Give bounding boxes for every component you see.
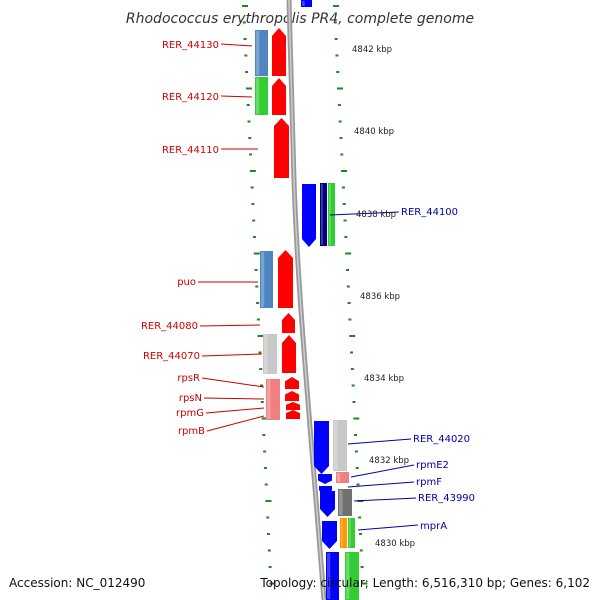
- gene-bottom-blue: [326, 552, 339, 600]
- gene-rer-44080: [282, 313, 295, 333]
- gene-rer-43990: [320, 491, 335, 517]
- cog-block-rps-highlight: [267, 380, 271, 419]
- gene-rpme2: [318, 474, 332, 484]
- genome-backbone: [286, 0, 327, 600]
- connector-rer-44120: [220, 95, 253, 98]
- cog-block-puo: [260, 251, 273, 308]
- gene-rpmg: [286, 402, 300, 410]
- accession-text: Accession: NC_012490: [9, 576, 145, 590]
- cog-block-mpra-green: [348, 518, 355, 548]
- cog-block-rpme2: [336, 472, 349, 483]
- kbp-label: 4840 kbp: [354, 127, 394, 137]
- cog-block-rer-44100-navy-highlight: [321, 184, 323, 245]
- gene-rer-44120: [272, 78, 286, 115]
- cog-block-rer-43990-highlight: [339, 490, 343, 515]
- gene-label-rer-44080[interactable]: RER_44080: [141, 321, 198, 332]
- cog-block-rer-44130-highlight: [256, 31, 260, 75]
- connector-mpra: [357, 524, 419, 531]
- cog-block-mpra-orange: [340, 518, 347, 548]
- gene-label-rer-44070[interactable]: RER_44070: [143, 351, 200, 362]
- gene-features: [255, 0, 359, 600]
- gene-label-rpsr[interactable]: rpsR: [177, 373, 200, 384]
- connector-rpme2: [350, 464, 415, 478]
- gene-label-rpmb[interactable]: rpmB: [178, 426, 205, 437]
- cog-block-rer-44120: [255, 77, 268, 115]
- gene-rpsn: [285, 391, 299, 401]
- cog-block-rer-44100-green-highlight: [329, 184, 331, 245]
- kbp-label: 4842 kbp: [352, 45, 392, 55]
- gene-label-mpra[interactable]: mprA: [420, 521, 447, 532]
- gene-label-rer-44130[interactable]: RER_44130: [162, 40, 219, 51]
- gene-label-rpsn[interactable]: rpsN: [179, 393, 202, 404]
- genome-title: Rhodococcus erythropolis PR4, complete g…: [126, 11, 474, 27]
- right-gene-labels: RER_44100 RER_44020 rpmE2 rpmF RER_43990…: [401, 207, 475, 532]
- connector-rer-43990: [353, 497, 417, 502]
- gene-rer-44130: [272, 28, 286, 76]
- gene-label-rpme2[interactable]: rpmE2: [416, 460, 449, 471]
- cog-block-rer-44100-navy: [320, 183, 327, 246]
- cog-block-rps: [266, 379, 280, 420]
- connector-rer-44130: [220, 43, 253, 47]
- cog-block-rer-44020-highlight: [334, 421, 338, 470]
- gene-labels: [198, 43, 419, 531]
- gene-rer-44070: [282, 335, 296, 373]
- kbp-label: 4834 kbp: [364, 374, 404, 384]
- gene-label-rer-44100[interactable]: RER_44100: [401, 207, 458, 218]
- cog-block-mpra-green-highlight: [349, 519, 351, 547]
- connector-rer-44070: [201, 353, 263, 357]
- gene-rer-44100: [302, 184, 316, 247]
- connector-rpsr: [201, 377, 265, 388]
- connector-rpmb: [206, 415, 265, 432]
- connector-rer-44020: [347, 438, 412, 445]
- connector-rpsn: [203, 397, 265, 400]
- gene-puo: [278, 250, 293, 308]
- connector-rpmg: [205, 407, 265, 414]
- gene-bottom-blue-highlight: [327, 553, 331, 599]
- cog-block-rer-44020: [333, 420, 347, 471]
- connector-rer-44100: [329, 211, 400, 216]
- kbp-label: 4838 kbp: [356, 210, 396, 220]
- kbp-label: 4830 kbp: [375, 539, 415, 549]
- gene-top-blue: [301, 0, 312, 7]
- cog-block-rer-44070: [263, 334, 277, 374]
- gene-label-puo[interactable]: puo: [177, 277, 196, 288]
- kbp-scale: 4842 kbp 4840 kbp 4838 kbp 4836 kbp 4834…: [352, 45, 415, 549]
- cog-block-rer-44130: [255, 30, 268, 76]
- gene-label-rer-43990[interactable]: RER_43990: [418, 493, 475, 504]
- connector-rer-44080: [199, 324, 261, 327]
- gene-label-rer-44020[interactable]: RER_44020: [413, 434, 470, 445]
- gene-rpmb: [286, 410, 300, 419]
- cog-block-puo-highlight: [261, 252, 265, 307]
- gene-mpra: [322, 521, 337, 549]
- cog-block-bottom-green: [345, 552, 359, 600]
- gene-rer-44110: [274, 118, 289, 178]
- gene-rpsr: [285, 377, 299, 389]
- cog-block-rer-44120-highlight: [256, 78, 260, 114]
- cog-block-mpra-orange-highlight: [341, 519, 343, 547]
- gene-label-rer-44120[interactable]: RER_44120: [162, 92, 219, 103]
- gene-top-blue-highlight: [302, 1, 305, 6]
- gene-label-rer-44110[interactable]: RER_44110: [162, 145, 219, 156]
- kbp-label: 4832 kbp: [369, 456, 409, 466]
- cog-block-bottom-green-highlight: [346, 553, 350, 599]
- left-gene-labels: RER_44130 RER_44120 RER_44110 puo RER_44…: [141, 40, 219, 437]
- cog-block-rer-44070-highlight: [264, 335, 268, 373]
- gene-label-rpmg[interactable]: rpmG: [176, 408, 204, 419]
- tick-marks: [242, 5, 368, 585]
- gene-rer-44020: [314, 421, 329, 474]
- kbp-label: 4836 kbp: [360, 292, 400, 302]
- gene-label-rpmf[interactable]: rpmF: [416, 477, 442, 488]
- topology-text: Topology: circular; Length: 6,516,310 bp…: [259, 576, 590, 590]
- connector-rpmf: [347, 481, 415, 488]
- cog-block-rpme2-highlight: [337, 473, 341, 482]
- cog-block-rer-43990: [338, 489, 352, 516]
